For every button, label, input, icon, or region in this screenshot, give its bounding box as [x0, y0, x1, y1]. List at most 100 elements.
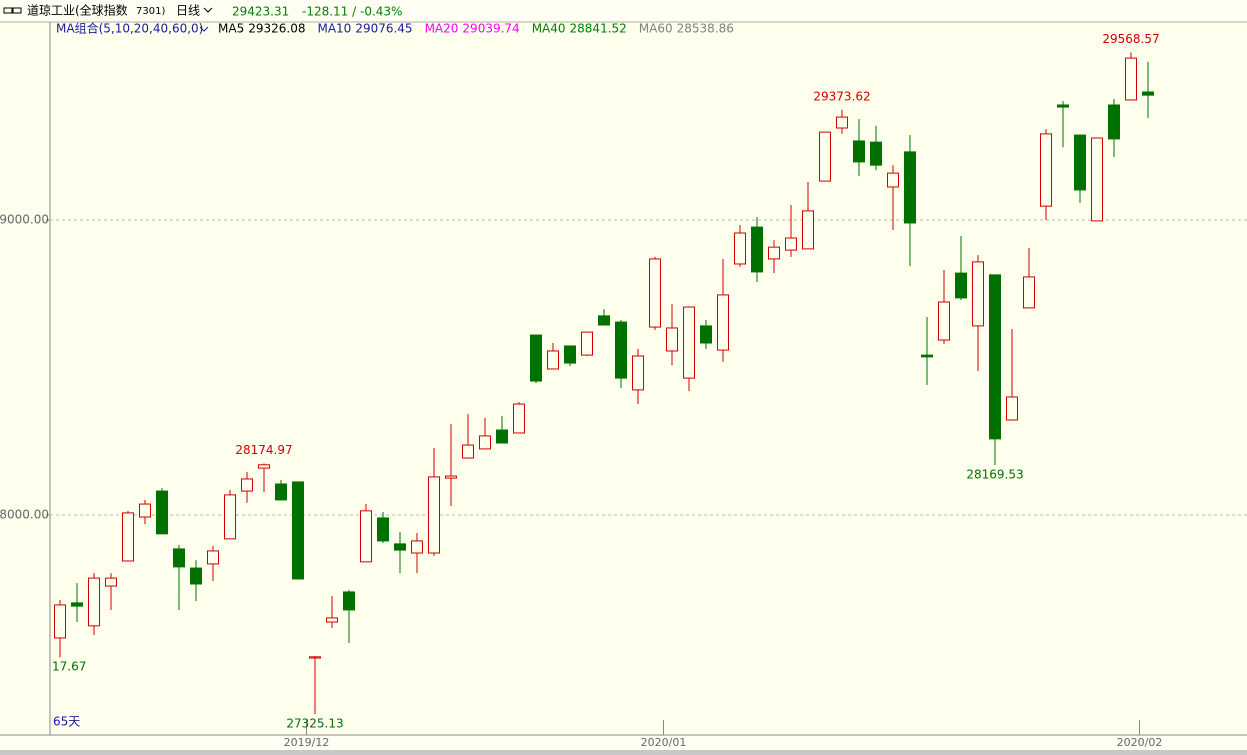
candle-body — [105, 577, 117, 587]
candle-body — [717, 294, 729, 351]
candle-body — [819, 131, 831, 182]
candle-body — [513, 403, 525, 434]
ma-value: 29076.45 — [355, 22, 412, 36]
ma-value: 28538.86 — [677, 22, 734, 36]
candle-body — [343, 591, 355, 611]
period-dropdown[interactable] — [203, 7, 213, 13]
candle-body — [445, 475, 457, 479]
candle-body — [71, 602, 83, 607]
icon-box — [12, 7, 22, 14]
candle-body — [853, 140, 865, 163]
symbol: 道琼工业(全球指数 — [27, 3, 128, 18]
candle-body — [921, 354, 933, 358]
days-label: 65天 — [53, 715, 80, 729]
candle-body — [479, 435, 491, 450]
candle-body — [972, 261, 984, 327]
ma-name: MA10 — [317, 22, 351, 36]
candle-body — [802, 210, 814, 250]
candle-body — [751, 226, 763, 273]
candle-body — [598, 315, 610, 326]
candle-body — [122, 512, 134, 562]
candle-body — [360, 510, 372, 563]
candle-body — [632, 355, 644, 391]
price-change: -128.11 / -0.43% — [302, 5, 402, 19]
candle-body — [394, 543, 406, 551]
candle-body — [615, 321, 627, 379]
last-price: 29423.31 — [232, 5, 289, 19]
high-annotation: 29568.57 — [1102, 32, 1159, 46]
candle-body — [700, 325, 712, 344]
ma-name: MA40 — [532, 22, 566, 36]
candle-body — [190, 567, 202, 585]
y-tick-label: 28000.00 — [0, 507, 49, 521]
candle-body — [241, 478, 253, 492]
candle-body — [139, 503, 151, 518]
candle-body — [887, 172, 899, 188]
candle-body — [292, 481, 304, 580]
candle-body — [496, 429, 508, 444]
candle-body — [649, 258, 661, 328]
scrollbar[interactable] — [0, 750, 1247, 755]
candle-body — [377, 517, 389, 542]
ma-group[interactable]: MA组合(5,10,20,40,60,0) — [56, 21, 203, 36]
candle-body — [989, 274, 1001, 440]
candle-body — [1125, 57, 1137, 101]
candle-body — [530, 334, 542, 382]
high-annotation: 28174.97 — [235, 443, 292, 457]
candle-body — [870, 141, 882, 166]
icon-box — [3, 7, 13, 14]
candle-body — [1057, 104, 1069, 108]
period[interactable]: 日线 — [176, 4, 200, 18]
candle-body — [955, 272, 967, 299]
candle-body — [411, 540, 423, 554]
candle-body — [1142, 91, 1154, 96]
candle-body — [1023, 276, 1035, 309]
x-tick-label: 2019/12 — [284, 736, 330, 749]
candle-body — [275, 483, 287, 501]
ma-value: 28841.52 — [570, 22, 627, 36]
candle-body — [1006, 396, 1018, 421]
symbol-code: 7301) — [136, 6, 165, 17]
candle-body — [785, 237, 797, 251]
ma-value: 29326.08 — [248, 22, 305, 36]
candle-body — [904, 151, 916, 224]
ma-name: MA60 — [639, 22, 673, 36]
candle-body — [428, 476, 440, 554]
menu-icon[interactable] — [3, 7, 22, 14]
candle-body — [734, 232, 746, 265]
candle-body — [1091, 137, 1103, 222]
x-tick-label: 2020/02 — [1117, 736, 1163, 749]
ma-name: MA5 — [218, 22, 244, 36]
y-tick-label: 29000.00 — [0, 213, 49, 227]
candle-body — [938, 301, 950, 341]
candle-body — [547, 350, 559, 370]
candle-body — [462, 444, 474, 459]
candle-body — [1040, 133, 1052, 207]
low-annotation: 17.67 — [52, 660, 86, 674]
candle-body — [666, 327, 678, 352]
candle-body — [54, 604, 66, 639]
x-tick-label: 2020/01 — [641, 736, 687, 749]
candle-body — [581, 331, 593, 356]
candle-body — [258, 464, 270, 469]
candle-body — [326, 617, 338, 623]
candle-body — [207, 550, 219, 565]
candle-body — [768, 246, 780, 260]
candle-body — [309, 656, 321, 659]
candle-body — [224, 494, 236, 540]
candle-body — [836, 116, 848, 129]
candle-body — [156, 490, 168, 535]
ma-dropdown[interactable] — [199, 26, 209, 32]
low-annotation: 27325.13 — [286, 717, 343, 731]
ma-value: 29039.74 — [462, 22, 519, 36]
candle-body — [683, 306, 695, 379]
candle-body — [564, 345, 576, 364]
candle-body — [1108, 104, 1120, 140]
header-bar — [0, 0, 1247, 22]
candle-body — [1074, 134, 1086, 191]
high-annotation: 29373.62 — [813, 89, 870, 103]
low-annotation: 28169.53 — [966, 467, 1023, 481]
candle-body — [173, 548, 185, 568]
ma-name: MA20 — [425, 22, 459, 36]
